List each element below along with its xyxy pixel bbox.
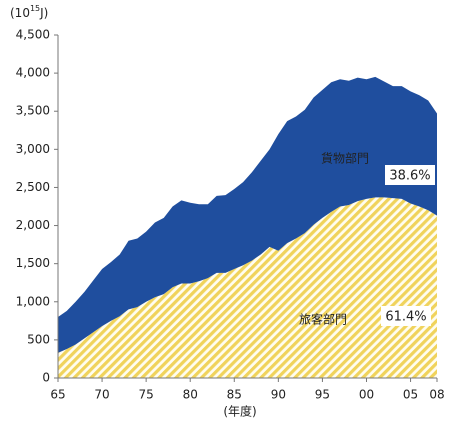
annotation-box [381,306,431,326]
y-tick-label: 3,000 [16,142,50,156]
x-tick-label: 85 [227,388,242,402]
x-tick-label: 05 [403,388,418,402]
unit-exponent: 15 [30,4,40,13]
x-tick-label: 08 [429,388,444,402]
annotation-box [385,165,435,185]
unit-suffix: J) [39,6,48,20]
y-tick-label: 2,500 [16,180,50,194]
x-tick-label: 70 [94,388,109,402]
y-tick-label: 2,000 [16,218,50,232]
y-tick-label: 4,500 [16,28,50,42]
y-tick-label: 4,000 [16,66,50,80]
unit-base: (10 [10,6,30,20]
series-label: 旅客部門 [299,312,347,327]
area [58,76,437,353]
x-tick-label: 80 [183,388,198,402]
x-axis-label: (年度) [223,404,256,419]
x-tick-label: 00 [359,388,374,402]
y-tick-label: 3,500 [16,104,50,118]
y-tick-label: 1,000 [16,294,50,308]
x-tick-label: 90 [271,388,286,402]
x-tick-label: 65 [50,388,65,402]
x-tick-label: 75 [138,388,153,402]
annotation: 61.4% [385,310,426,325]
y-tick-label: 500 [27,332,50,346]
y-tick-label: 0 [42,371,50,385]
y-tick-label: 1,500 [16,256,50,270]
x-tick-label: 95 [315,388,330,402]
series-label: 貨物部門 [321,151,369,166]
unit-label: (1015J) [10,4,48,20]
area [58,197,437,378]
annotation: 38.6% [389,169,430,184]
